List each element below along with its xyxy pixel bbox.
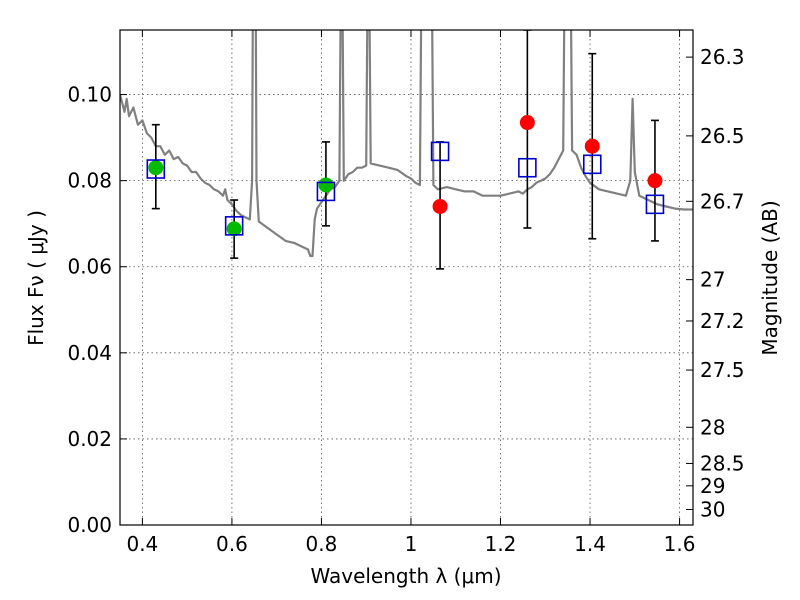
data-point xyxy=(318,177,334,193)
x-axis-label: Wavelength λ (μm) xyxy=(310,564,501,588)
y2-tick-label: 26.7 xyxy=(700,189,745,213)
data-point xyxy=(148,160,164,176)
synthetic-point xyxy=(224,216,244,236)
synthetic-point xyxy=(582,154,602,175)
y2-tick-label: 26.3 xyxy=(700,45,745,69)
y-tick-label: 0.10 xyxy=(67,83,112,107)
y2-tick-label: 26.5 xyxy=(700,124,745,148)
synthetic-point xyxy=(316,181,336,202)
synthetic-point xyxy=(518,157,537,178)
synthetic-point xyxy=(146,159,166,179)
y2-tick-label: 28.5 xyxy=(700,451,745,475)
x-tick-label: 1.2 xyxy=(485,532,517,556)
y2-tick-label: 29 xyxy=(700,474,725,498)
x-tick-label: 1 xyxy=(405,532,418,556)
y-tick-label: 0.06 xyxy=(67,255,112,279)
y-tick-label: 0.08 xyxy=(67,169,112,193)
grid-lines xyxy=(120,30,693,526)
data-point xyxy=(584,138,600,154)
y-tick-label: 0.02 xyxy=(67,427,112,451)
x-tick-label: 1.4 xyxy=(574,532,606,556)
y-tick-label: 0.04 xyxy=(67,341,112,365)
x-tick-label: 0.6 xyxy=(216,532,248,556)
synthetic-point xyxy=(645,194,665,215)
y-tick-label: 0.00 xyxy=(67,513,112,537)
data-point xyxy=(432,198,448,214)
data-point xyxy=(519,115,535,131)
x-tick-label: 1.6 xyxy=(664,532,696,556)
x-tick-label: 0.4 xyxy=(126,532,158,556)
y2-tick-label: 28 xyxy=(700,415,725,439)
data-point xyxy=(226,221,242,237)
y2-tick-label: 30 xyxy=(700,498,725,522)
y2-axis-label: Magnitude (AB) xyxy=(758,200,782,355)
plot-area xyxy=(120,30,693,270)
data-point xyxy=(647,173,663,189)
axis-ticks: 0.4 0.6 0.8 1 1.2 1.4 1.6 0.00 0.02 0.04 0.06 0.08 0… xyxy=(67,30,745,556)
y2-tick-label: 27.2 xyxy=(700,309,745,333)
model-spectrum-line xyxy=(120,30,693,258)
axes-frame xyxy=(119,29,694,526)
y2-tick-label: 27 xyxy=(700,268,725,292)
x-tick-label: 0.8 xyxy=(306,532,338,556)
y2-tick-label: 27.5 xyxy=(700,358,745,382)
synthetic-point xyxy=(430,141,450,162)
y-axis-label: Flux Fν ( μJy ) xyxy=(24,210,48,346)
